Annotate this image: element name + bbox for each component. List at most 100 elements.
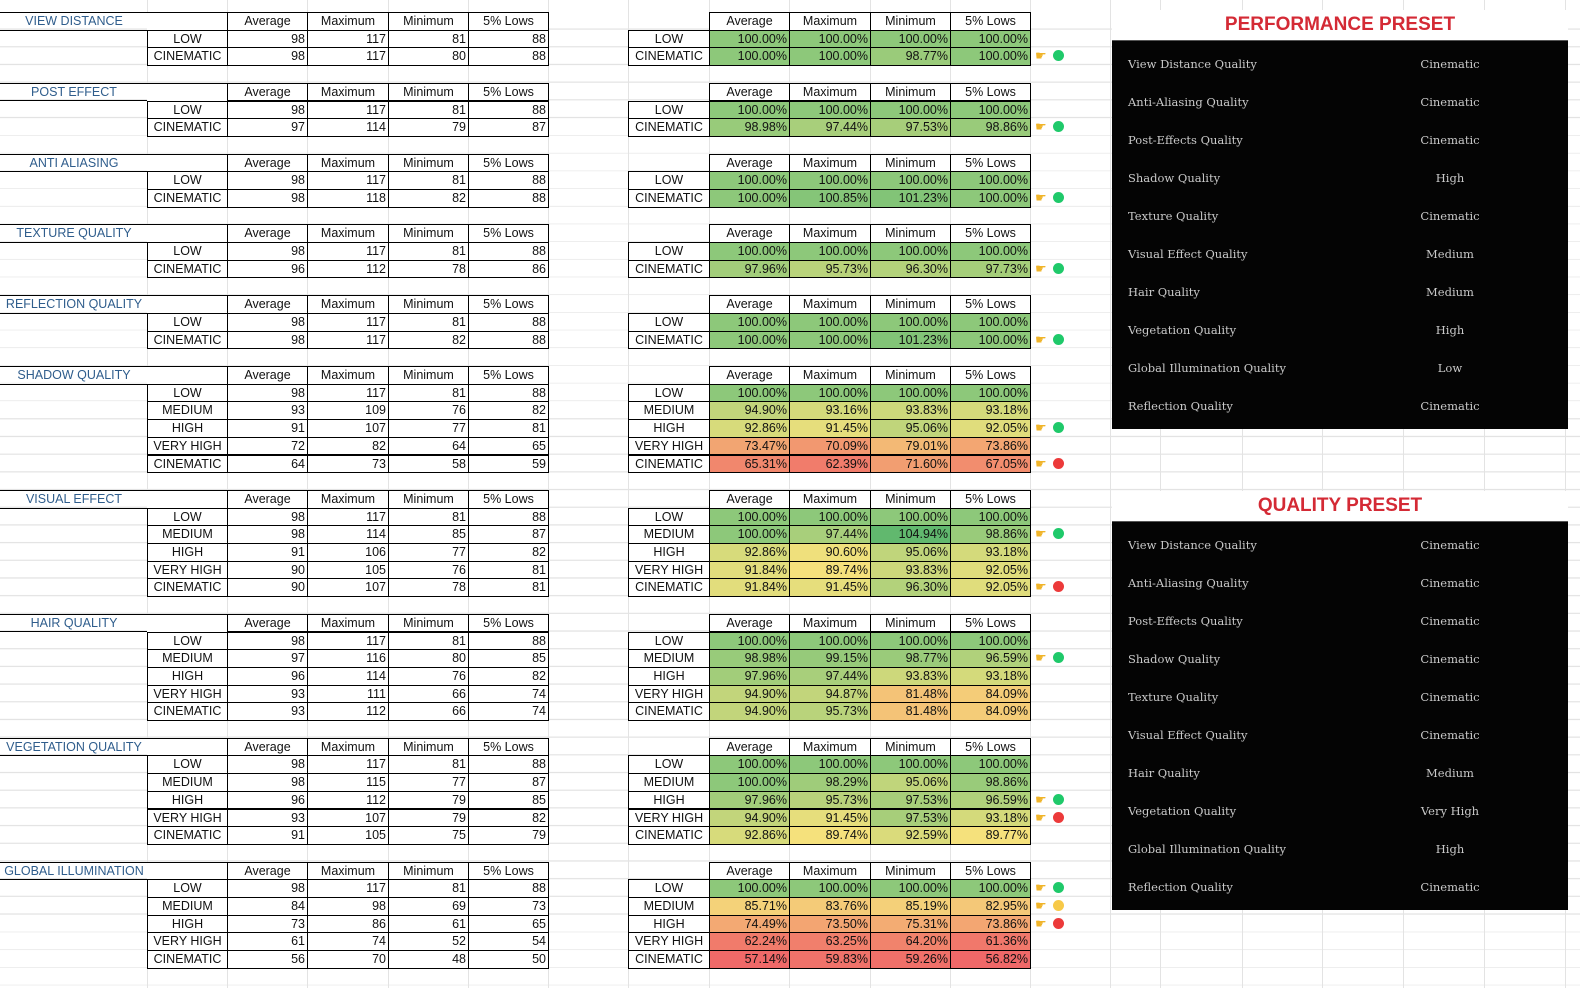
percent-cell[interactable]: 89.74% (789, 560, 871, 580)
fps-cell[interactable]: 80 (388, 649, 469, 668)
percent-cell[interactable]: 94.90% (709, 702, 790, 721)
fps-cell[interactable]: 81 (388, 383, 469, 403)
fps-cell[interactable]: 117 (307, 29, 389, 49)
fps-cell[interactable]: 52 (388, 932, 469, 952)
percent-cell[interactable]: 59.26% (870, 950, 951, 969)
fps-cell[interactable]: 117 (307, 330, 389, 350)
percent-cell[interactable]: 91.84% (709, 578, 790, 598)
percent-cell[interactable]: 100.00% (709, 47, 790, 67)
percent-cell[interactable]: 96.30% (870, 259, 951, 279)
percent-cell[interactable]: 73.86% (950, 436, 1031, 456)
fps-cell[interactable]: 117 (307, 312, 389, 332)
fps-cell[interactable]: 98 (307, 897, 389, 916)
percent-cell[interactable]: 98.98% (709, 649, 790, 668)
percent-cell[interactable]: 84.09% (950, 702, 1031, 721)
percent-cell[interactable]: 100.00% (870, 755, 951, 775)
fps-cell[interactable]: 87 (468, 118, 549, 137)
percent-cell[interactable]: 97.53% (870, 808, 951, 828)
percent-cell[interactable]: 92.86% (709, 826, 790, 845)
percent-cell[interactable]: 91.84% (709, 560, 790, 580)
percent-cell[interactable]: 100.00% (870, 383, 951, 403)
fps-cell[interactable]: 88 (468, 171, 549, 190)
percent-cell[interactable]: 100.00% (870, 312, 951, 332)
percent-cell[interactable]: 61.36% (950, 932, 1031, 952)
percent-cell[interactable]: 91.45% (789, 419, 871, 438)
percent-cell[interactable]: 100.00% (950, 312, 1031, 332)
percent-cell[interactable]: 89.74% (789, 826, 871, 845)
percent-cell[interactable]: 100.00% (950, 383, 1031, 403)
percent-cell[interactable]: 100.00% (950, 631, 1031, 651)
percent-cell[interactable]: 83.76% (789, 897, 871, 916)
percent-cell[interactable]: 100.00% (789, 100, 871, 120)
fps-cell[interactable]: 96 (227, 259, 308, 279)
fps-cell[interactable]: 65 (468, 914, 549, 934)
percent-cell[interactable]: 100.00% (709, 312, 790, 332)
percent-cell[interactable]: 93.18% (950, 401, 1031, 421)
percent-cell[interactable]: 98.86% (950, 525, 1031, 544)
percent-cell[interactable]: 81.48% (870, 684, 951, 704)
fps-cell[interactable]: 88 (468, 29, 549, 49)
percent-cell[interactable]: 96.30% (870, 578, 951, 598)
percent-cell[interactable]: 89.77% (950, 826, 1031, 845)
percent-cell[interactable]: 65.31% (709, 454, 790, 474)
percent-cell[interactable]: 85.19% (870, 897, 951, 916)
fps-cell[interactable]: 98 (227, 47, 308, 67)
fps-cell[interactable]: 77 (388, 773, 469, 792)
fps-cell[interactable]: 78 (388, 259, 469, 279)
fps-cell[interactable]: 88 (468, 631, 549, 651)
percent-cell[interactable]: 100.00% (789, 755, 871, 775)
fps-cell[interactable]: 98 (227, 525, 308, 544)
fps-cell[interactable]: 85 (468, 649, 549, 668)
percent-cell[interactable]: 97.96% (709, 790, 790, 810)
fps-cell[interactable]: 77 (388, 419, 469, 438)
fps-cell[interactable]: 82 (388, 330, 469, 350)
fps-cell[interactable]: 81 (388, 100, 469, 120)
fps-cell[interactable]: 115 (307, 773, 389, 792)
fps-cell[interactable]: 88 (468, 507, 549, 527)
percent-cell[interactable]: 100.00% (950, 47, 1031, 67)
fps-cell[interactable]: 74 (468, 684, 549, 704)
fps-cell[interactable]: 98 (227, 773, 308, 792)
percent-cell[interactable]: 91.45% (789, 578, 871, 598)
fps-cell[interactable]: 117 (307, 47, 389, 67)
percent-cell[interactable]: 93.16% (789, 401, 871, 421)
percent-cell[interactable]: 92.59% (870, 826, 951, 845)
percent-cell[interactable]: 98.86% (950, 773, 1031, 792)
percent-cell[interactable]: 74.49% (709, 914, 790, 934)
fps-cell[interactable]: 87 (468, 773, 549, 792)
percent-cell[interactable]: 92.86% (709, 419, 790, 438)
fps-cell[interactable]: 98 (227, 312, 308, 332)
fps-cell[interactable]: 98 (227, 330, 308, 350)
fps-cell[interactable]: 93 (227, 401, 308, 421)
percent-cell[interactable]: 91.45% (789, 808, 871, 828)
percent-cell[interactable]: 96.59% (950, 790, 1031, 810)
fps-cell[interactable]: 88 (468, 100, 549, 120)
fps-cell[interactable]: 91 (227, 543, 308, 562)
fps-cell[interactable]: 58 (388, 454, 469, 474)
percent-cell[interactable]: 100.00% (789, 171, 871, 190)
percent-cell[interactable]: 97.96% (709, 666, 790, 686)
percent-cell[interactable]: 100.00% (789, 507, 871, 527)
fps-cell[interactable]: 107 (307, 578, 389, 598)
percent-cell[interactable]: 97.53% (870, 118, 951, 137)
fps-cell[interactable]: 66 (388, 702, 469, 721)
fps-cell[interactable]: 98 (227, 171, 308, 190)
fps-cell[interactable]: 78 (388, 578, 469, 598)
percent-cell[interactable]: 85.71% (709, 897, 790, 916)
percent-cell[interactable]: 100.00% (789, 242, 871, 261)
fps-cell[interactable]: 114 (307, 118, 389, 137)
percent-cell[interactable]: 93.18% (950, 666, 1031, 686)
fps-cell[interactable]: 50 (468, 950, 549, 969)
fps-cell[interactable]: 48 (388, 950, 469, 969)
percent-cell[interactable]: 100.00% (789, 312, 871, 332)
percent-cell[interactable]: 92.05% (950, 578, 1031, 598)
percent-cell[interactable]: 95.73% (789, 259, 871, 279)
percent-cell[interactable]: 97.44% (789, 666, 871, 686)
fps-cell[interactable]: 81 (468, 578, 549, 598)
percent-cell[interactable]: 71.60% (870, 454, 951, 474)
percent-cell[interactable]: 100.00% (709, 171, 790, 190)
fps-cell[interactable]: 97 (227, 649, 308, 668)
percent-cell[interactable]: 97.73% (950, 259, 1031, 279)
percent-cell[interactable]: 100.85% (789, 189, 871, 208)
fps-cell[interactable]: 88 (468, 879, 549, 898)
